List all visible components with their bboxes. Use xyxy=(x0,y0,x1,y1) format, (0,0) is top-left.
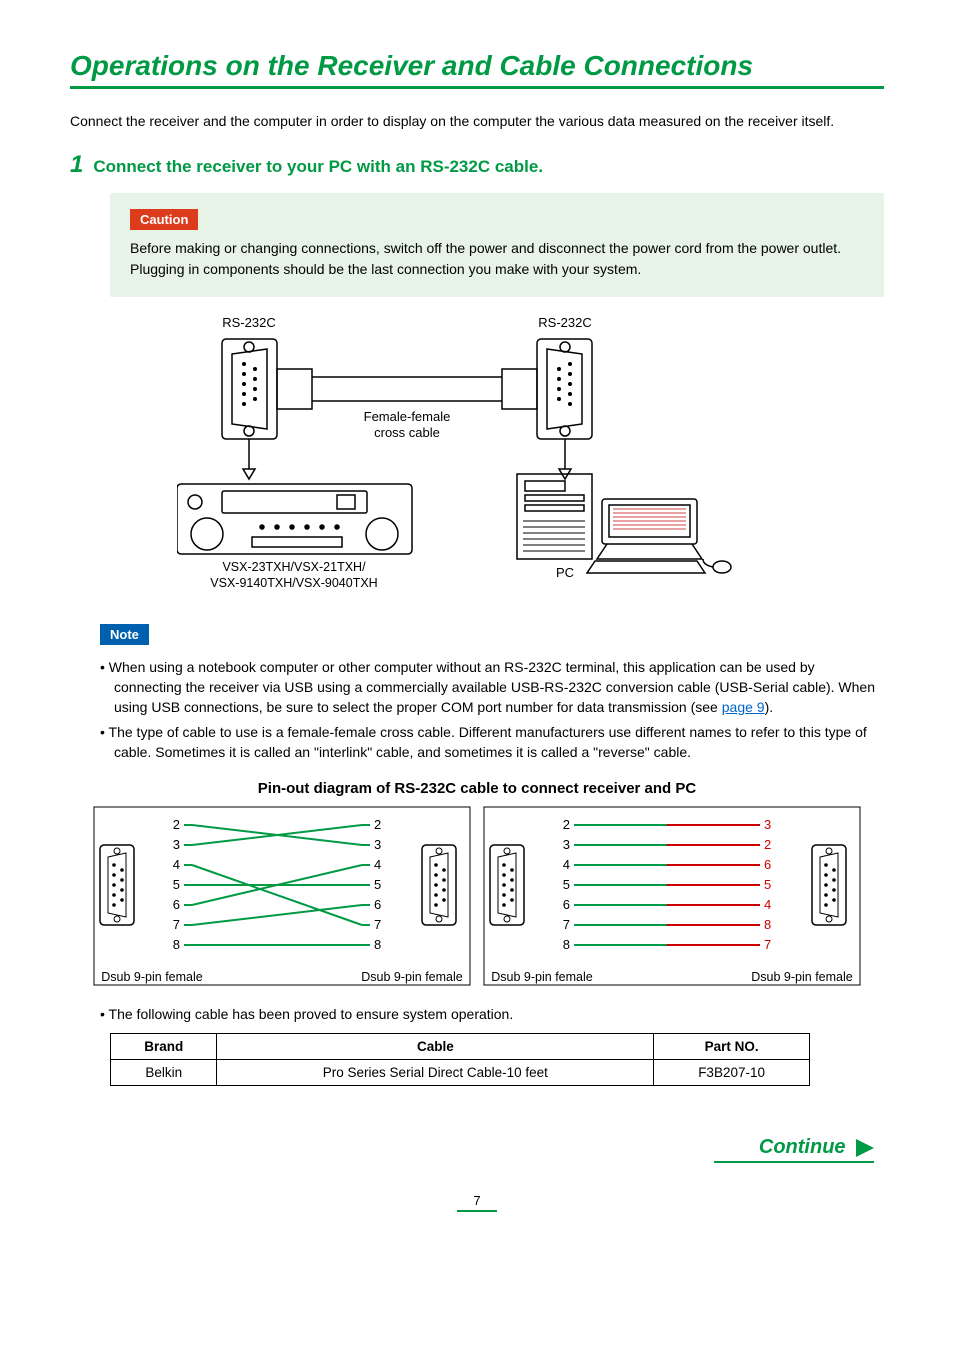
connection-diagram: RS-232C RS-232C Female-female cross cabl… xyxy=(70,309,884,604)
svg-text:5: 5 xyxy=(374,877,381,892)
svg-text:8: 8 xyxy=(563,937,570,952)
cable-table: Brand Cable Part NO. Belkin Pro Series S… xyxy=(110,1033,810,1086)
th-cable: Cable xyxy=(217,1033,654,1059)
intro-text: Connect the receiver and the computer in… xyxy=(70,111,884,131)
td-cable: Pro Series Serial Direct Cable-10 feet xyxy=(217,1059,654,1085)
svg-text:7: 7 xyxy=(374,917,381,932)
pinout-title: Pin-out diagram of RS-232C cable to conn… xyxy=(70,780,884,797)
svg-text:4: 4 xyxy=(764,897,771,912)
svg-text:4: 4 xyxy=(563,857,570,872)
note-badge: Note xyxy=(100,624,149,645)
caution-badge: Caution xyxy=(130,209,198,230)
svg-text:3: 3 xyxy=(764,817,771,832)
cable-table-intro: The following cable has been proved to e… xyxy=(100,1004,884,1024)
svg-text:2: 2 xyxy=(173,817,180,832)
svg-text:6: 6 xyxy=(764,857,771,872)
page-title: Operations on the Receiver and Cable Con… xyxy=(70,50,884,82)
note-bullet-2: The type of cable to use is a female-fem… xyxy=(100,722,884,763)
svg-text:7: 7 xyxy=(764,937,771,952)
note-section: Note When using a notebook computer or o… xyxy=(100,624,884,762)
svg-text:8: 8 xyxy=(374,937,381,952)
svg-text:3: 3 xyxy=(173,837,180,852)
cable-label-1: Female-female xyxy=(364,409,451,424)
svg-text:6: 6 xyxy=(173,897,180,912)
svg-text:6: 6 xyxy=(563,897,570,912)
svg-text:4: 4 xyxy=(173,857,180,872)
svg-text:6: 6 xyxy=(374,897,381,912)
caution-box: Caution Before making or changing connec… xyxy=(110,193,884,297)
step-text: Connect the receiver to your PC with an … xyxy=(93,157,543,177)
step-heading: 1 Connect the receiver to your PC with a… xyxy=(70,151,884,179)
continue-arrow-icon[interactable] xyxy=(856,1139,874,1157)
svg-text:7: 7 xyxy=(173,917,180,932)
svg-text:2: 2 xyxy=(764,837,771,852)
continue-label[interactable]: Continue xyxy=(759,1136,846,1158)
svg-text:8: 8 xyxy=(173,937,180,952)
rs232-left-label: RS-232C xyxy=(222,315,275,330)
svg-text:5: 5 xyxy=(563,877,570,892)
continue-row: Continue xyxy=(70,1136,884,1163)
svg-text:3: 3 xyxy=(563,837,570,852)
svg-text:Dsub 9-pin female: Dsub 9-pin female xyxy=(361,970,462,984)
th-partno: Part NO. xyxy=(654,1033,810,1059)
step-number: 1 xyxy=(70,151,83,179)
th-brand: Brand xyxy=(111,1033,217,1059)
note-bullet-1: When using a notebook computer or other … xyxy=(100,657,884,718)
page9-link[interactable]: page 9 xyxy=(722,699,765,715)
rs232-right-label: RS-232C xyxy=(538,315,591,330)
caution-text: Before making or changing connections, s… xyxy=(130,238,864,279)
title-underline xyxy=(70,86,884,89)
page-number: 7 xyxy=(70,1193,884,1212)
svg-text:8: 8 xyxy=(764,917,771,932)
svg-text:7: 7 xyxy=(563,917,570,932)
svg-text:4: 4 xyxy=(374,857,381,872)
svg-text:Dsub 9-pin female: Dsub 9-pin female xyxy=(491,970,592,984)
svg-text:5: 5 xyxy=(764,877,771,892)
cable-label-2: cross cable xyxy=(374,425,440,440)
td-partno: F3B207-10 xyxy=(654,1059,810,1085)
svg-text:Dsub 9-pin female: Dsub 9-pin female xyxy=(101,970,202,984)
pc-label: PC xyxy=(556,565,574,580)
pinout-diagrams: 2 3 4 5 6 7 8 2 3 4 5 6 7 8 Dsub 9-pin female Dsub 9-pi… xyxy=(70,805,884,1000)
svg-text:5: 5 xyxy=(173,877,180,892)
svg-text:3: 3 xyxy=(374,837,381,852)
device-label-1: VSX-23TXH/VSX-21TXH/ xyxy=(222,560,366,574)
td-brand: Belkin xyxy=(111,1059,217,1085)
svg-text:2: 2 xyxy=(563,817,570,832)
svg-text:Dsub 9-pin female: Dsub 9-pin female xyxy=(751,970,852,984)
device-label-2: VSX-9140TXH/VSX-9040TXH xyxy=(210,576,377,590)
svg-text:2: 2 xyxy=(374,817,381,832)
